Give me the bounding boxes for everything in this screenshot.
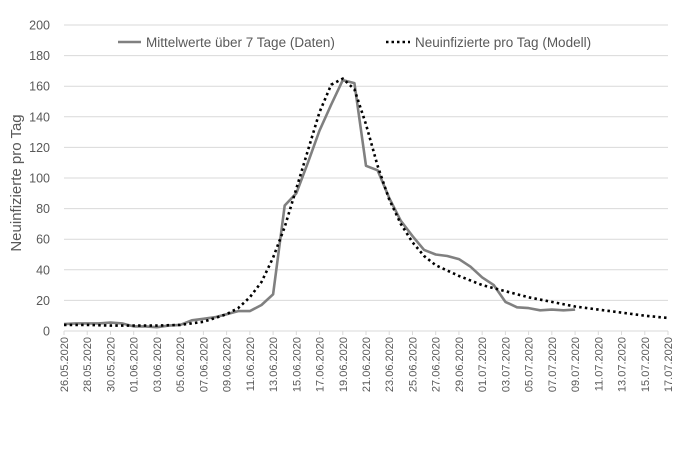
y-axis-title: Neuinfizierte pro Tag (8, 114, 25, 251)
y-tick-label: 200 (29, 19, 50, 33)
y-axis-tick-labels: 0 20 40 60 80 100 120 140 160 180 200 (29, 19, 50, 339)
x-tick-label: 07.07.2020 (547, 337, 559, 392)
series-line-data (63, 78, 576, 329)
y-tick-label: 140 (29, 110, 50, 124)
x-tick-label: 09.06.2020 (222, 337, 234, 392)
x-tick-label: 03.07.2020 (500, 337, 512, 392)
x-tick-label: 21.06.2020 (361, 337, 373, 392)
x-tick-label: 25.06.2020 (407, 337, 419, 392)
x-tick-label: 30.05.2020 (105, 337, 117, 392)
x-tick-label: 11.07.2020 (593, 337, 605, 391)
y-tick-label: 0 (43, 325, 50, 339)
x-tick-label: 13.06.2020 (268, 337, 280, 392)
x-tick-label: 28.05.2020 (82, 337, 94, 392)
x-tick-label: 05.06.2020 (175, 337, 187, 392)
x-tick-label: 29.06.2020 (454, 337, 466, 392)
x-tick-label: 15.06.2020 (291, 337, 303, 392)
y-tick-label: 60 (36, 233, 50, 247)
legend: Mittelwerte über 7 Tage (Daten) Neuinfiz… (118, 35, 591, 50)
x-tick-label: 05.07.2020 (524, 337, 536, 392)
y-tick-label: 20 (36, 294, 50, 308)
x-tick-label: 15.07.2020 (640, 337, 652, 392)
grid-lines (64, 24, 668, 301)
x-tick-label: 03.06.2020 (152, 337, 164, 392)
legend-label-model: Neuinfizierte pro Tag (Modell) (415, 35, 591, 50)
x-tick-label: 07.06.2020 (198, 337, 210, 392)
series-line-model (64, 77, 669, 327)
y-tick-label: 40 (36, 263, 50, 277)
x-tick-label: 11.06.2020 (245, 337, 257, 391)
y-tick-label: 180 (29, 49, 50, 63)
x-axis-tick-labels: 26.05.2020 28.05.2020 30.05.2020 01.06.2020… (59, 331, 675, 392)
x-tick-label: 01.07.2020 (477, 337, 489, 392)
y-tick-label: 100 (29, 172, 50, 186)
series-group (63, 77, 669, 329)
x-tick-label: 01.06.2020 (129, 337, 141, 392)
x-tick-label: 09.07.2020 (570, 337, 582, 392)
x-tick-label: 27.06.2020 (431, 337, 443, 392)
y-tick-label: 160 (29, 80, 50, 94)
x-tick-label: 13.07.2020 (617, 337, 629, 392)
x-tick-label: 17.07.2020 (663, 337, 675, 392)
y-tick-label: 80 (36, 202, 50, 216)
y-tick-label: 120 (29, 141, 50, 155)
x-tick-label: 19.06.2020 (338, 337, 350, 392)
x-tick-label: 26.05.2020 (59, 337, 71, 392)
x-tick-label: 23.06.2020 (384, 337, 396, 392)
x-tick-label: 17.06.2020 (315, 337, 327, 392)
legend-label-data: Mittelwerte über 7 Tage (Daten) (146, 35, 335, 50)
